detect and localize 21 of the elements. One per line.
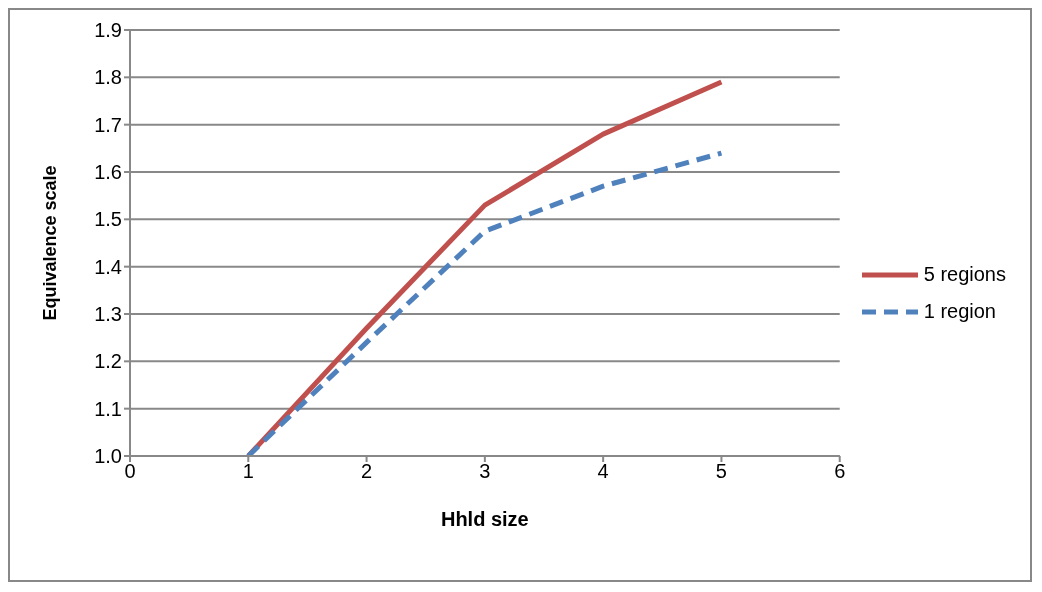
y-tick-label: 1.8 [94,66,122,89]
y-tick-label: 1.6 [94,161,122,184]
x-tick-label: 6 [834,460,846,483]
x-tick-label: 5 [715,460,727,483]
y-tick-label: 1.2 [94,350,122,373]
y-tick-label: 1.5 [94,208,122,231]
legend-label: 1 region [923,300,996,323]
x-tick-label: 4 [597,460,609,483]
x-tick-label: 0 [124,460,136,483]
x-tick-label: 3 [479,460,491,483]
y-tick-label: 1.3 [94,303,122,326]
y-tick-label: 1.9 [94,19,122,42]
legend-label: 5 regions [923,263,1006,286]
x-tick-label: 2 [361,460,373,483]
y-tick-label: 1.0 [94,445,122,468]
x-axis-title: Hhld size [440,508,529,530]
y-axis-title: Equivalence scale [40,165,61,321]
x-tick-label: 1 [242,460,254,483]
y-tick-label: 1.7 [94,113,122,136]
y-tick-label: 1.4 [94,255,122,278]
y-tick-label: 1.1 [94,397,122,420]
